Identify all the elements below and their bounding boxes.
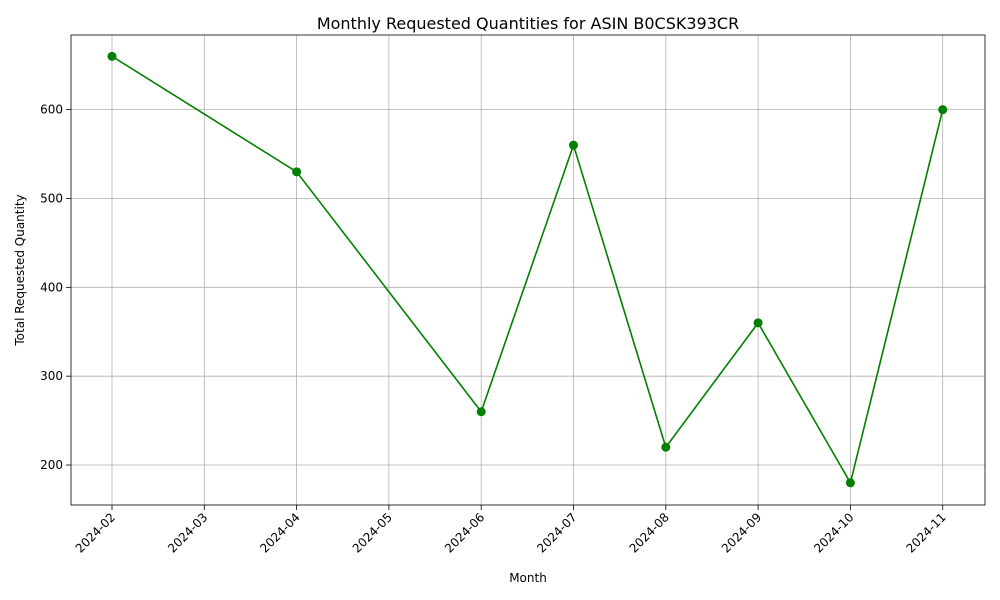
x-tick-label: 2024-08 [627, 510, 672, 555]
series-layer: 2024-02: 660 2024-04: 530 2024-06: 260 2024… [107, 51, 948, 488]
x-tick-label: 2024-07 [534, 510, 579, 555]
plot-frame [70, 34, 986, 506]
data-point-2024-10: 2024-10: 180 [845, 478, 855, 488]
y-axis-label: Total Requested Quantity [13, 194, 27, 346]
y-tick-label: 600 [40, 103, 63, 117]
data-point-2024-08: 2024-08: 220 [661, 442, 671, 452]
y-tick-label: 300 [40, 369, 63, 383]
data-point-2024-06: 2024-06: 260 [476, 407, 486, 417]
data-point-2024-04: 2024-04: 530 [292, 167, 302, 177]
x-tick-label: 2024-11 [903, 510, 948, 555]
grid-lines [71, 35, 985, 505]
x-tick-label: 2024-02 [73, 510, 118, 555]
x-axis-label: Month [509, 571, 547, 585]
x-tick-label: 2024-03 [165, 510, 210, 555]
data-point-2024-09: 2024-09: 360 [753, 318, 763, 328]
y-tick-label: 500 [40, 191, 63, 205]
data-point-2024-07: 2024-07: 560 [569, 140, 578, 150]
x-tick-label: 2024-05 [350, 510, 395, 555]
x-tick-label: 2024-04 [257, 510, 302, 555]
y-tick-label: 200 [40, 458, 63, 472]
y-tick-label: 400 [40, 280, 63, 294]
x-tick-label: 2024-10 [811, 510, 856, 555]
chart-title: Monthly Requested Quantities for ASIN B0… [317, 14, 739, 33]
axis-ticks: 2024-02 2024-03 2024-04 2024-05 2024-06 2024-… [40, 103, 949, 556]
x-tick-label: 2024-09 [719, 510, 764, 555]
data-point-2024-02: 2024-02: 660 [107, 51, 117, 61]
data-point-2024-11: 2024-11: 600 [938, 105, 948, 115]
x-tick-label: 2024-06 [442, 510, 487, 555]
series-line [111, 55, 944, 485]
